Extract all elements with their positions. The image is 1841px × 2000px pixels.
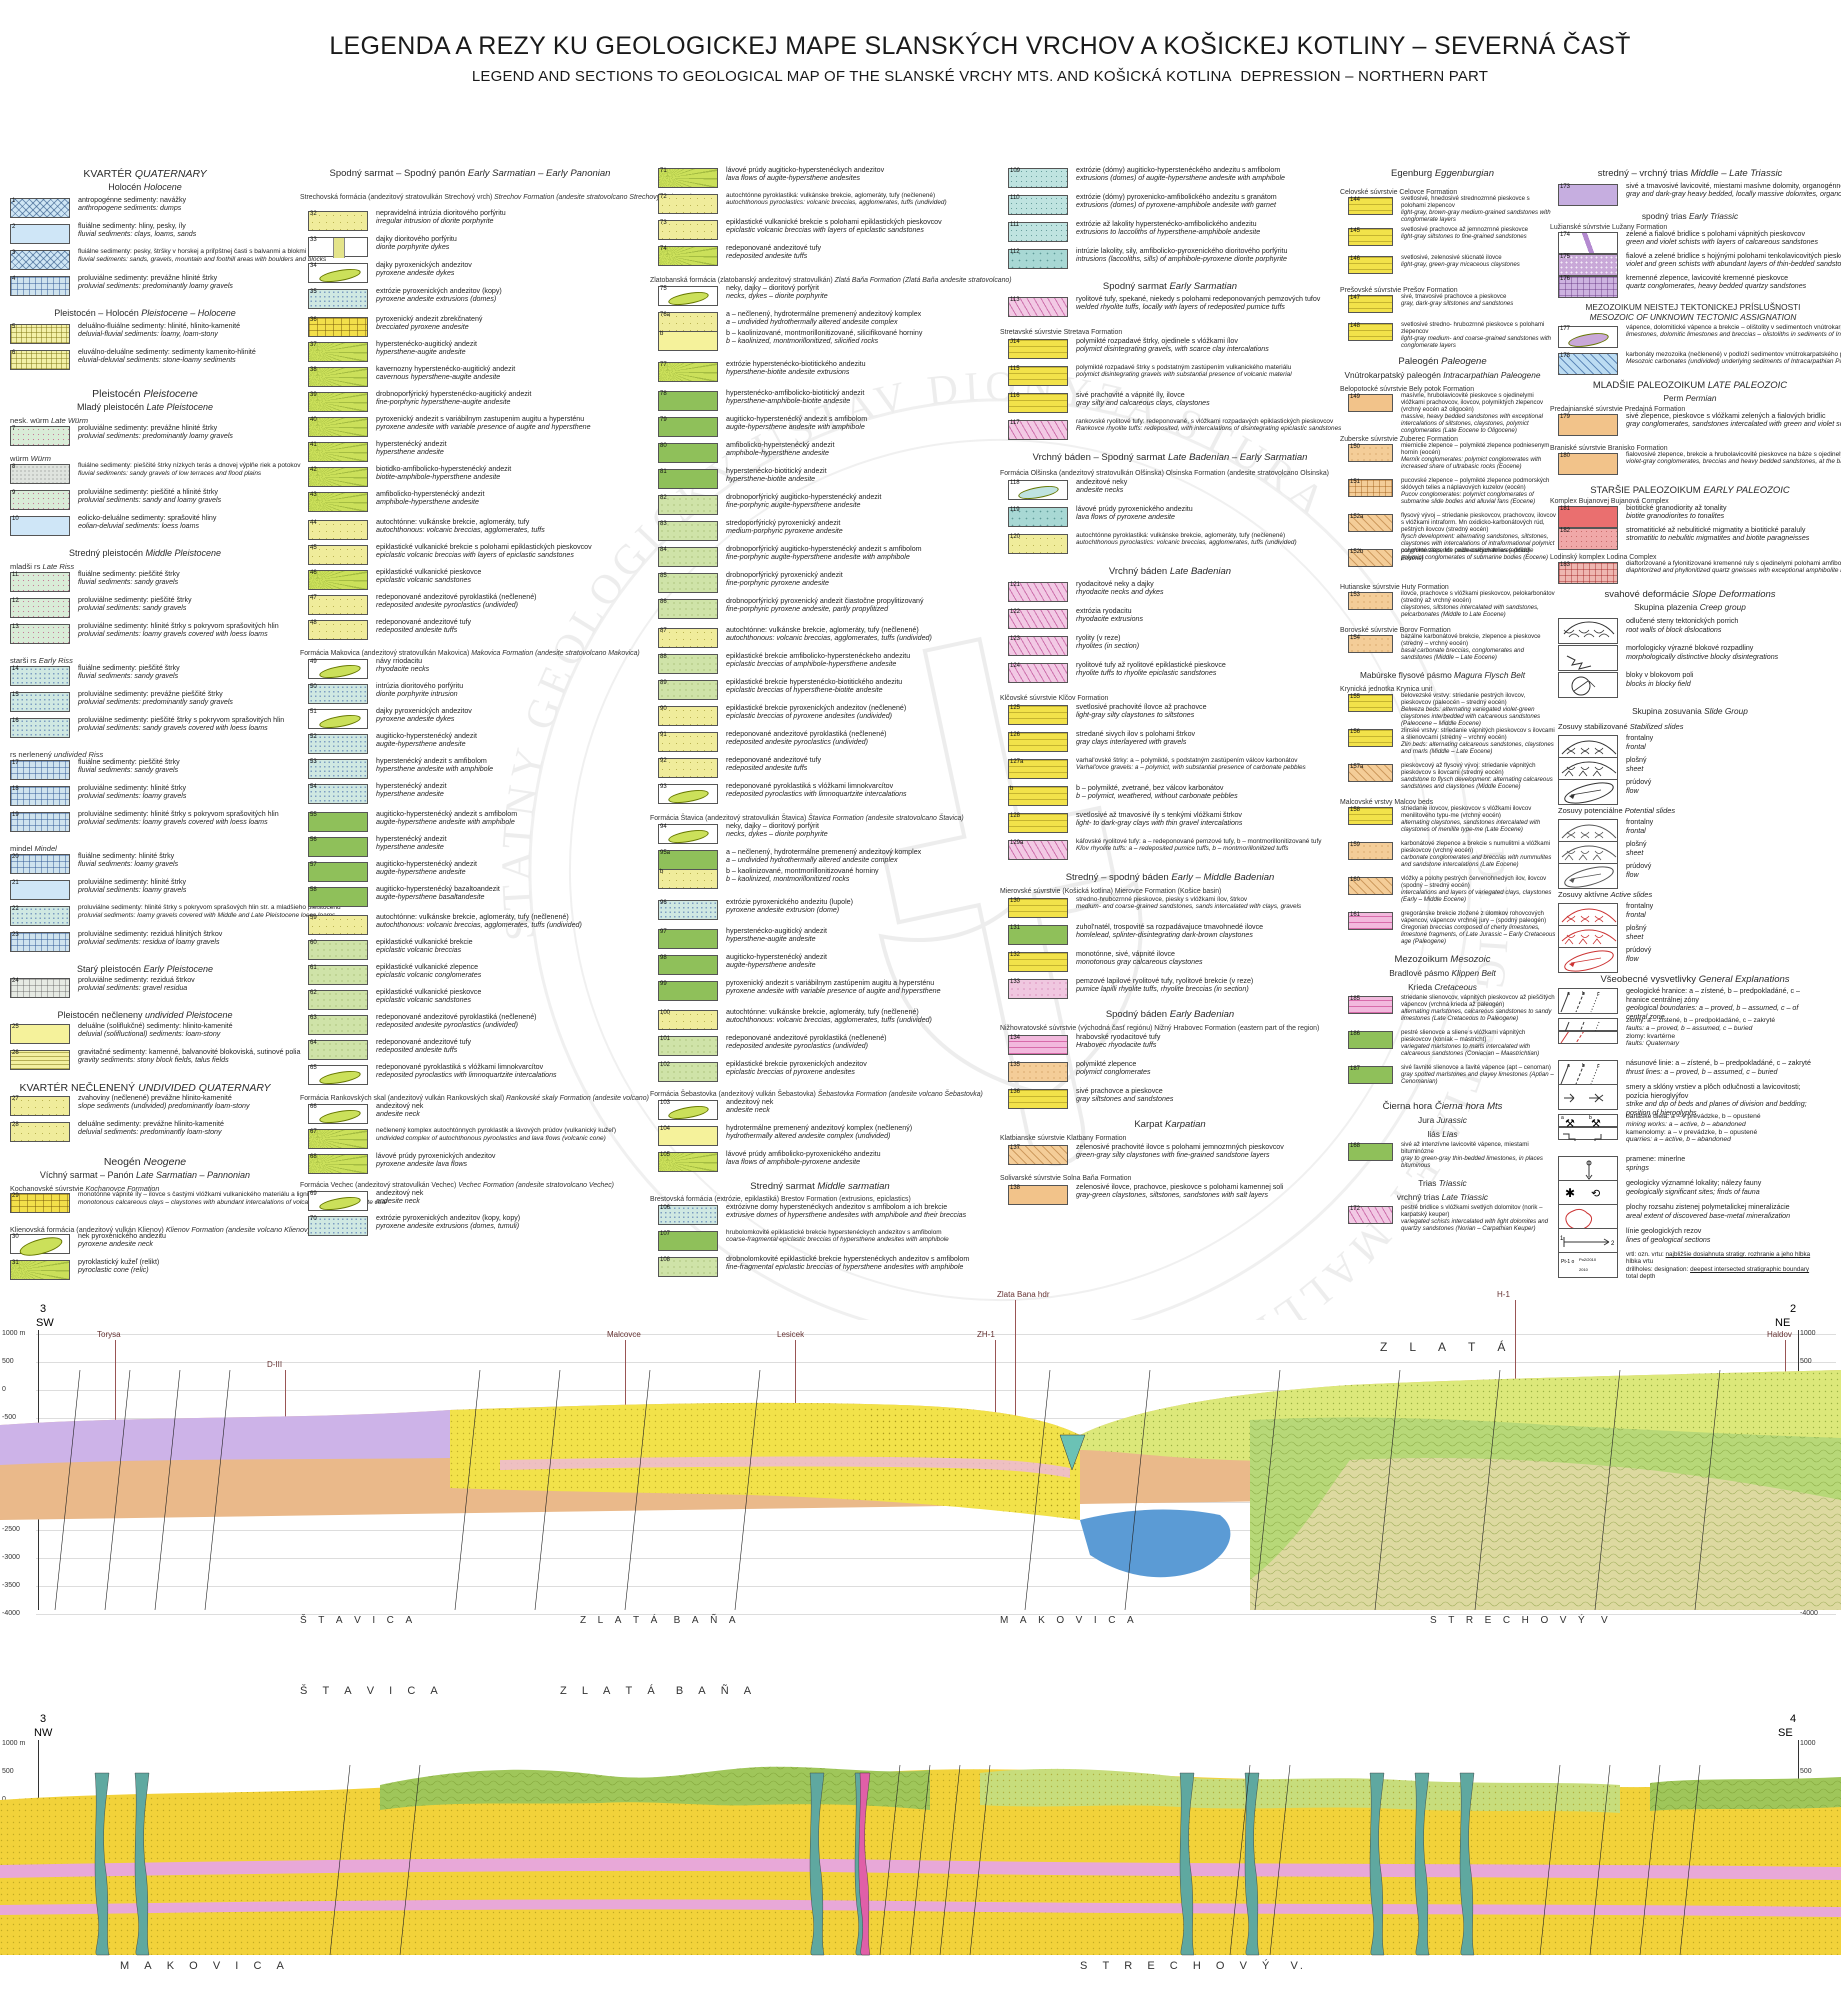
svg-text:✱: ✱ [1565, 1186, 1575, 1200]
svg-text:a: a [1567, 1063, 1570, 1069]
svg-text:⟲: ⟲ [1591, 1188, 1600, 1200]
svg-text:Po2/2010: Po2/2010 [1579, 1257, 1597, 1262]
svg-text:b: b [1582, 1063, 1585, 1069]
svg-text:2: 2 [1611, 1241, 1615, 1247]
svg-text:Pt-1 o: Pt-1 o [1561, 1259, 1575, 1265]
svg-text:2010: 2010 [1579, 1267, 1589, 1272]
svg-text:a: a [1567, 991, 1570, 997]
svg-text:a: a [1561, 1115, 1564, 1121]
svg-text:1: 1 [1560, 1236, 1564, 1242]
svg-text:c: c [1597, 991, 1600, 997]
svg-text:b: b [1589, 1115, 1592, 1121]
svg-text:c: c [1597, 1063, 1600, 1069]
svg-text:b: b [1582, 991, 1585, 997]
